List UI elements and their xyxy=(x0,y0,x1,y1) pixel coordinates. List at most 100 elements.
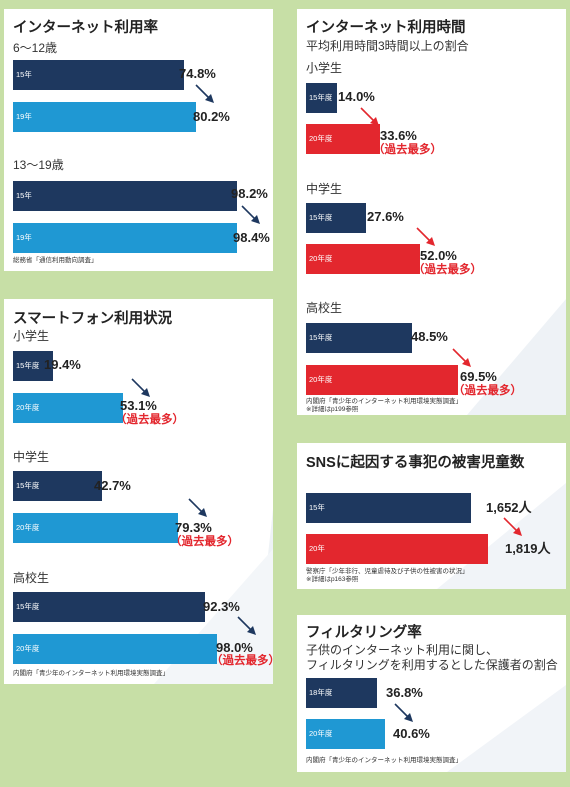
bar-value-label: 98.2% xyxy=(231,186,268,201)
bar-year-label: 20年度 xyxy=(309,134,333,143)
bar-value-label: 42.7% xyxy=(94,478,131,493)
trend-arrow-icon xyxy=(360,107,379,126)
bar: 15年度 xyxy=(306,323,412,353)
source-note: 警察庁「少年非行、児童虐待及び子供の性被害の状況」 xyxy=(306,568,469,575)
bar-year-label: 20年度 xyxy=(309,729,333,738)
bar: 19年 xyxy=(13,223,237,253)
bar-year-label: 20年度 xyxy=(16,403,40,412)
panel-filtering-rate: フィルタリング率 子供のインターネット利用に関し、 フィルタリングを利用するとし… xyxy=(297,615,566,772)
source-note: 総務省「通信利用動向調査」 xyxy=(13,257,98,264)
panel-subtitle-line2: フィルタリングを利用するとした保護者の割合 xyxy=(306,658,558,672)
bar-value-label: 14.0% xyxy=(338,89,375,104)
record-high-note: （過去最多） xyxy=(115,414,184,426)
bar-year-label: 15年度 xyxy=(16,361,40,370)
record-high-note: （過去最多） xyxy=(211,655,273,667)
record-high-note: （過去最多） xyxy=(413,264,482,276)
bar-year-label: 19年 xyxy=(16,112,32,121)
bar-value-label: 53.1% xyxy=(120,398,157,413)
group-label: 6〜12歳 xyxy=(13,41,58,55)
trend-arrow-icon xyxy=(503,517,522,536)
bar: 20年度 xyxy=(13,393,123,423)
trend-arrow-icon xyxy=(394,703,413,722)
bar: 20年度 xyxy=(306,719,385,749)
panel-smartphone-usage: スマートフォン利用状況 小学生 15年度 19.4% 20年度 53.1% （過… xyxy=(4,299,273,684)
bar: 20年度 xyxy=(306,244,420,274)
bar: 15年 xyxy=(306,493,471,523)
bar-value-label: 79.3% xyxy=(175,520,212,535)
bar-year-label: 15年 xyxy=(309,503,325,512)
bar-year-label: 20年度 xyxy=(16,523,40,532)
bar: 20年度 xyxy=(306,365,458,395)
group-label: 小学生 xyxy=(306,61,343,75)
panel-subtitle: 平均利用時間3時間以上の割合 xyxy=(306,39,469,53)
source-reference-note: ※詳細はp199参照 xyxy=(306,406,359,413)
bar: 19年 xyxy=(13,102,196,132)
panel-internet-usage-rate: インターネット利用率 6〜12歳 15年 74.8% 19年 80.2% 13〜… xyxy=(4,9,273,271)
bar-year-label: 15年度 xyxy=(16,602,40,611)
bar: 20年度 xyxy=(306,124,380,154)
bar-year-label: 15年 xyxy=(16,70,32,79)
bar-year-label: 20年度 xyxy=(309,375,333,384)
bar: 20年 xyxy=(306,534,488,564)
bar-value-label: 92.3% xyxy=(203,599,240,614)
bar-value-label: 74.8% xyxy=(179,66,216,81)
bar-year-label: 15年度 xyxy=(309,213,333,222)
bar: 20年度 xyxy=(13,513,178,543)
bar-value-label: 33.6% xyxy=(380,128,417,143)
panel-title: インターネット利用率 xyxy=(13,20,158,36)
bar-value-label: 19.4% xyxy=(44,357,81,372)
bar-value-label: 1,652人 xyxy=(486,500,532,515)
source-note: 内閣府「青少年のインターネット利用環境実態調査」 xyxy=(13,670,169,677)
bar-year-label: 15年度 xyxy=(309,93,333,102)
panel-sns-victims: SNSに起因する事犯の被害児童数 15年 1,652人 20年 1,819人 警… xyxy=(297,443,566,589)
bar-value-label: 98.0% xyxy=(216,640,253,655)
bar: 15年度 xyxy=(13,592,205,622)
trend-arrow-icon xyxy=(188,498,207,517)
bar: 20年度 xyxy=(13,634,217,664)
group-label: 高校生 xyxy=(306,301,343,315)
bar-value-label: 80.2% xyxy=(193,109,230,124)
group-label: 13〜19歳 xyxy=(13,158,64,172)
record-high-note: （過去最多） xyxy=(373,144,442,156)
group-label: 中学生 xyxy=(306,182,343,196)
source-note: 内閣府「青少年のインターネット利用環境実態調査」 xyxy=(306,398,462,405)
trend-arrow-icon xyxy=(131,378,150,397)
bar-value-label: 52.0% xyxy=(420,248,457,263)
panel-subtitle: 子供のインターネット利用に関し、 xyxy=(306,643,499,657)
source-note: 内閣府「青少年のインターネット利用環境実態調査」 xyxy=(306,757,462,764)
bar: 18年度 xyxy=(306,678,377,708)
bar-value-label: 1,819人 xyxy=(505,541,551,556)
record-high-note: （過去最多） xyxy=(453,385,522,397)
bar-value-label: 48.5% xyxy=(411,329,448,344)
panel-title: フィルタリング率 xyxy=(306,625,422,641)
panel-internet-usage-time: インターネット利用時間 平均利用時間3時間以上の割合 小学生 15年度 14.0… xyxy=(297,9,566,415)
source-reference-note: ※詳細はp163参照 xyxy=(306,576,359,583)
bar-year-label: 15年 xyxy=(16,191,32,200)
bar-year-label: 18年度 xyxy=(309,688,333,697)
bar-value-label: 36.8% xyxy=(386,685,423,700)
bar-year-label: 20年度 xyxy=(309,254,333,263)
bar-year-label: 20年度 xyxy=(16,644,40,653)
group-label: 高校生 xyxy=(13,571,50,585)
bar-year-label: 19年 xyxy=(16,233,32,242)
bar-value-label: 40.6% xyxy=(393,726,430,741)
bar: 15年度 xyxy=(13,351,53,381)
bar-year-label: 15年度 xyxy=(16,481,40,490)
group-label: 小学生 xyxy=(13,329,50,343)
trend-arrow-icon xyxy=(195,84,214,103)
trend-arrow-icon xyxy=(241,205,260,224)
trend-arrow-icon xyxy=(237,616,256,635)
record-high-note: （過去最多） xyxy=(170,536,239,548)
panel-title: SNSに起因する事犯の被害児童数 xyxy=(306,455,525,471)
bar: 15年度 xyxy=(306,203,366,233)
group-label: 中学生 xyxy=(13,450,50,464)
bar-value-label: 98.4% xyxy=(233,230,270,245)
bar-year-label: 15年度 xyxy=(309,333,333,342)
bar: 15年 xyxy=(13,60,184,90)
bar: 15年度 xyxy=(306,83,337,113)
bar-year-label: 20年 xyxy=(309,544,325,553)
trend-arrow-icon xyxy=(452,348,471,367)
panel-title: スマートフォン利用状況 xyxy=(13,311,173,327)
bar-value-label: 27.6% xyxy=(367,209,404,224)
